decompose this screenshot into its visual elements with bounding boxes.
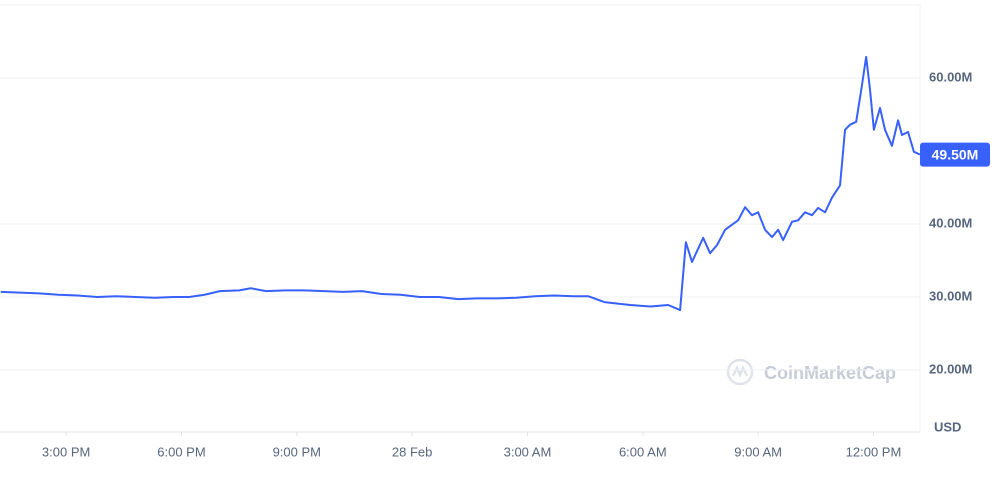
x-tick-label: 28 Feb [392,444,432,459]
y-tick-label: 40.00M [929,215,972,230]
x-tick-label: 6:00 AM [619,444,667,459]
x-tick-label: 9:00 AM [734,444,782,459]
current-value-badge [920,142,990,167]
x-tick-label: 6:00 PM [157,444,205,459]
x-tick-label: 3:00 PM [42,444,90,459]
y-tick-label: 30.00M [929,288,972,303]
x-tick-label: 3:00 AM [504,444,552,459]
current-value-label: 49.50M [932,146,979,162]
x-tick-label: 9:00 PM [273,444,321,459]
watermark-logo [726,358,754,386]
y-axis-label: USD [934,419,961,434]
y-tick-label: 60.00M [929,69,972,84]
price-line [0,55,921,312]
y-tick-label: 20.00M [929,361,972,376]
watermark: CoinMarketCap [764,363,896,383]
x-tick-label: 12:00 PM [846,444,902,459]
